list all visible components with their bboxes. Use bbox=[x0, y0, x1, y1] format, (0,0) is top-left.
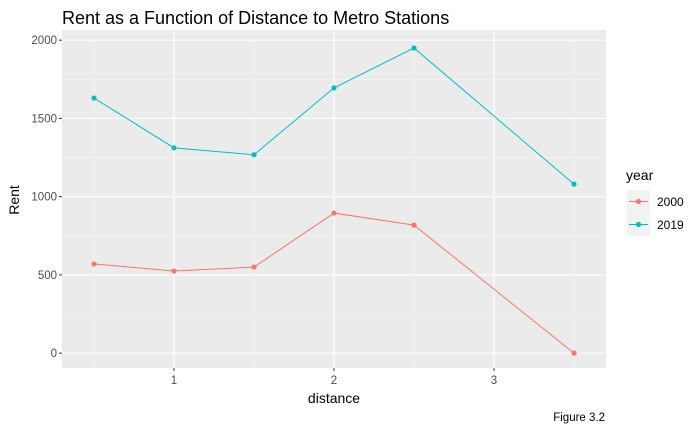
x-tick-label-1: 2 bbox=[331, 375, 337, 387]
data-point-2019-4 bbox=[411, 45, 417, 51]
data-point-2019-0 bbox=[91, 95, 97, 101]
y-tick-label-2: 1000 bbox=[31, 192, 57, 204]
data-point-2000-0 bbox=[91, 261, 97, 267]
data-point-2019-5 bbox=[571, 181, 577, 187]
data-point-2000-2 bbox=[251, 264, 257, 270]
y-tick-label-1: 500 bbox=[38, 270, 57, 282]
major-gridlines bbox=[62, 30, 606, 368]
y-axis-title: Rent bbox=[6, 185, 22, 215]
figure-caption: Figure 3.2 bbox=[553, 412, 605, 424]
legend-title: year bbox=[626, 167, 654, 183]
legend-label-2000: 2000 bbox=[657, 195, 684, 209]
legend-key-point-2000 bbox=[635, 198, 642, 205]
data-point-2000-3 bbox=[331, 210, 337, 216]
series-layer bbox=[91, 45, 577, 356]
data-point-2000-5 bbox=[571, 350, 577, 356]
y-tick-label-0: 0 bbox=[51, 348, 57, 360]
data-point-2019-2 bbox=[251, 152, 257, 158]
series-line-2019 bbox=[93, 47, 575, 185]
legend: year 2000 2019 bbox=[626, 167, 684, 236]
data-point-2000-4 bbox=[411, 222, 417, 228]
data-point-2019-1 bbox=[171, 145, 177, 151]
x-tick-label-2: 3 bbox=[491, 375, 497, 387]
x-axis-title: distance bbox=[308, 390, 360, 406]
data-point-2019-3 bbox=[331, 85, 337, 91]
y-tick-label-3: 1500 bbox=[31, 113, 57, 125]
data-point-2000-1 bbox=[171, 268, 177, 274]
y-axis: 0 500 1000 1500 2000 bbox=[31, 35, 62, 360]
x-axis: 1 2 3 bbox=[171, 368, 497, 387]
series-line-2000 bbox=[93, 212, 575, 354]
legend-label-2019: 2019 bbox=[657, 218, 684, 232]
legend-key-point-2019 bbox=[635, 221, 642, 228]
y-tick-label-4: 2000 bbox=[31, 35, 57, 47]
chart-title: Rent as a Function of Distance to Metro … bbox=[62, 8, 449, 28]
x-tick-label-0: 1 bbox=[171, 375, 177, 387]
